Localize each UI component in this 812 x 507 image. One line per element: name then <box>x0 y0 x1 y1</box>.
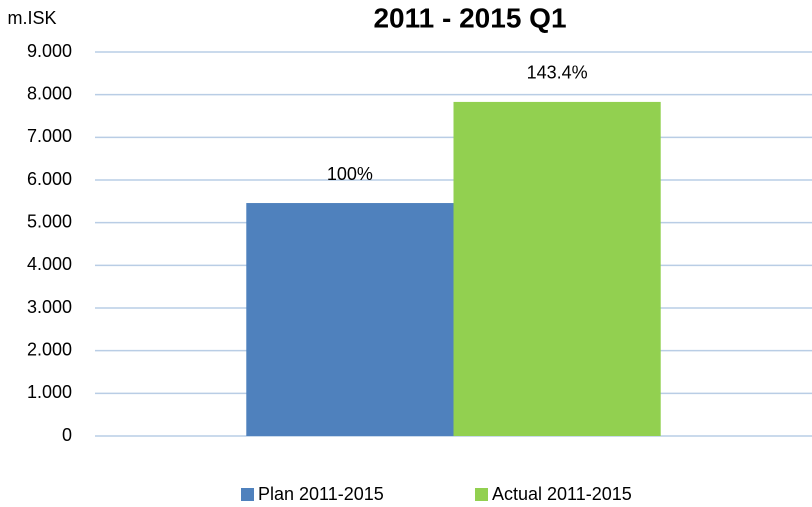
bar <box>246 203 454 436</box>
legend-swatch <box>241 488 254 501</box>
y-tick-label: 2.000 <box>27 339 72 359</box>
y-tick-label: 4.000 <box>27 254 72 274</box>
chart-title: 2011 - 2015 Q1 <box>373 2 566 33</box>
y-tick-label: 1.000 <box>27 382 72 402</box>
legend-label: Plan 2011-2015 <box>258 484 384 504</box>
y-tick-label: 8.000 <box>27 83 72 103</box>
y-tick-label: 3.000 <box>27 297 72 317</box>
bar <box>453 101 661 437</box>
y-tick-label: 0 <box>62 425 72 445</box>
legend-label: Actual 2011-2015 <box>492 484 632 504</box>
y-tick-label: 9.000 <box>27 41 72 61</box>
y-tick-label: 5.000 <box>27 211 72 231</box>
y-tick-label: 7.000 <box>27 126 72 146</box>
y-tick-label: 6.000 <box>27 169 72 189</box>
annotation: 143.4% <box>527 63 588 83</box>
legend-swatch <box>475 488 488 501</box>
y-axis-label: m.ISK <box>7 8 56 28</box>
annotation: 100% <box>327 164 373 184</box>
